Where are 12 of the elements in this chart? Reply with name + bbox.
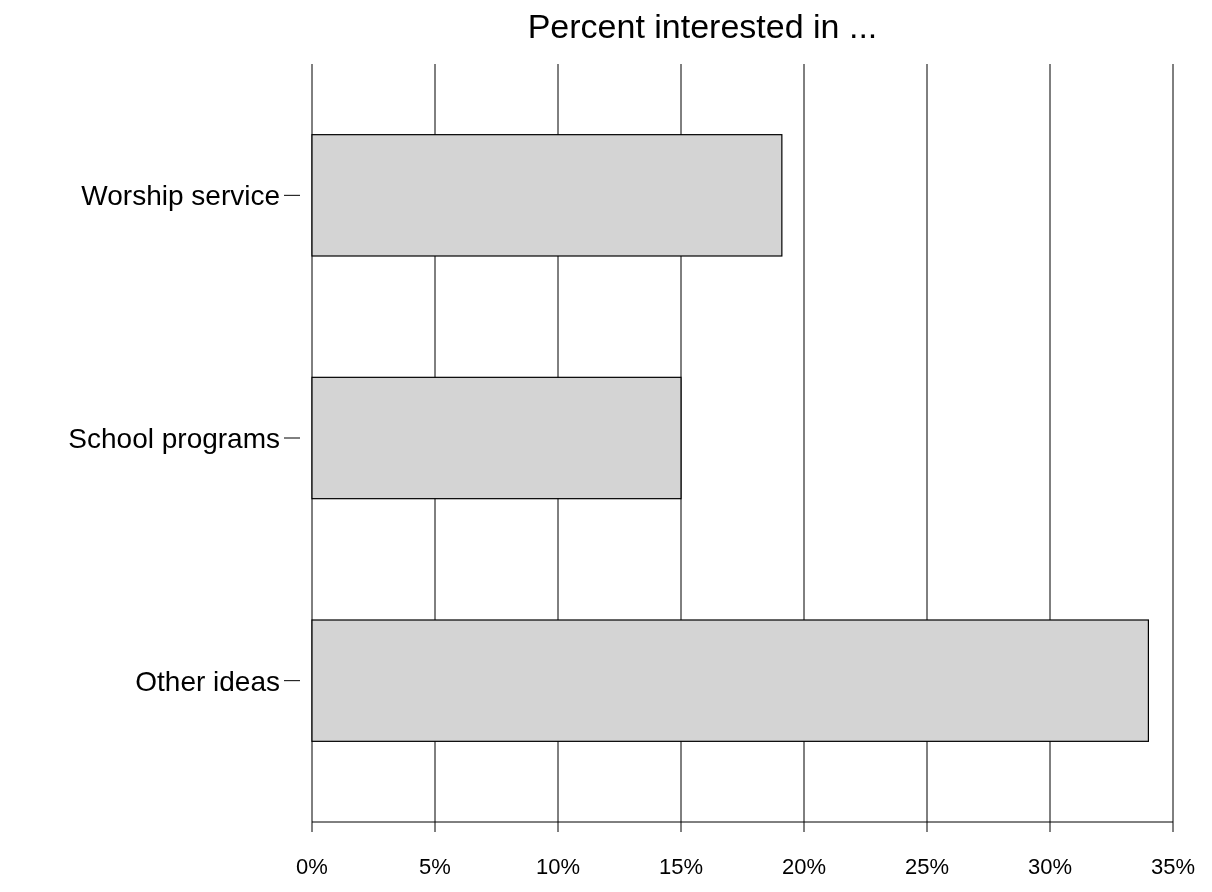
x-tick-label: 15% (658, 854, 704, 879)
y-tick-label: Other ideas (135, 665, 280, 697)
x-tick-label: 5% (419, 854, 451, 879)
x-tick-label: 25% (904, 854, 950, 879)
x-tick-label: 30% (1027, 854, 1073, 879)
y-tick-label: Worship service (81, 180, 280, 212)
x-tick-label: 35% (1150, 854, 1196, 879)
x-tick-label: 20% (781, 854, 827, 879)
chart-title: Percent interested in ... (527, 7, 878, 45)
x-tick-label: 10% (535, 854, 581, 879)
x-tick-label: 0% (296, 854, 328, 879)
y-tick-label: School programs (68, 423, 280, 454)
